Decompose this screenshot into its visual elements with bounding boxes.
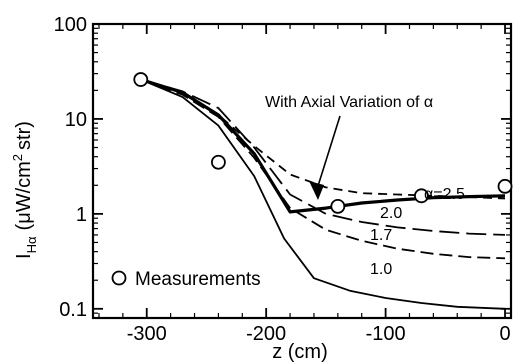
- measurement-point: [497, 178, 513, 194]
- series-line-4: [140, 77, 506, 214]
- annotation-text: With Axial Variation of α: [265, 94, 433, 111]
- y-tick-label: 100: [54, 14, 87, 36]
- y-label-open-paren: (: [13, 223, 35, 230]
- plot-frame-group: [91, 22, 513, 320]
- y-label-subscript: Hα: [24, 236, 39, 253]
- x-tick-label: -300: [127, 323, 167, 345]
- y-label-symbol: I: [13, 253, 35, 259]
- x-tick-label: -200: [246, 323, 286, 345]
- y-label-unit-tail: str): [13, 121, 35, 150]
- y-tick-label: 0.1: [59, 299, 87, 321]
- series-label-2-0: 2.0: [380, 205, 402, 222]
- series-line-1: [140, 78, 506, 236]
- y-tick-label: 10: [65, 109, 87, 131]
- series-label-alpha-2-5: α=2.5: [424, 186, 465, 203]
- ticks-group: 0.1 1 10 100 -300 -200 -100 0: [54, 14, 511, 345]
- y-tick-label: 1: [76, 204, 87, 226]
- plot-frame: [91, 22, 513, 320]
- series-line-2: [140, 78, 506, 260]
- annotation-arrowhead: [309, 181, 324, 200]
- series-label-1-0: 1.0: [370, 261, 392, 278]
- x-tick-label: 0: [499, 323, 510, 345]
- legend-marker: [111, 270, 127, 286]
- x-axis-label: z (cm): [272, 341, 328, 363]
- y-label-superscript: 2: [10, 154, 25, 161]
- measurement-point: [414, 188, 429, 204]
- series-label-1-7: 1.7: [370, 227, 392, 244]
- annotation-arrow-shaft: [317, 115, 341, 187]
- y-axis-label: IHα (μW/cm2 str): [10, 121, 39, 259]
- measurement-point: [133, 72, 149, 87]
- measurement-point: [330, 198, 346, 214]
- legend-label: Measurements: [135, 269, 261, 290]
- series-group: [140, 77, 506, 310]
- x-tick-label: -100: [366, 323, 406, 345]
- y-label-unit: μW/cm: [13, 161, 35, 224]
- measurement-point: [210, 154, 226, 170]
- series-line-3: [140, 78, 506, 310]
- measurement-markers-group: [133, 72, 513, 214]
